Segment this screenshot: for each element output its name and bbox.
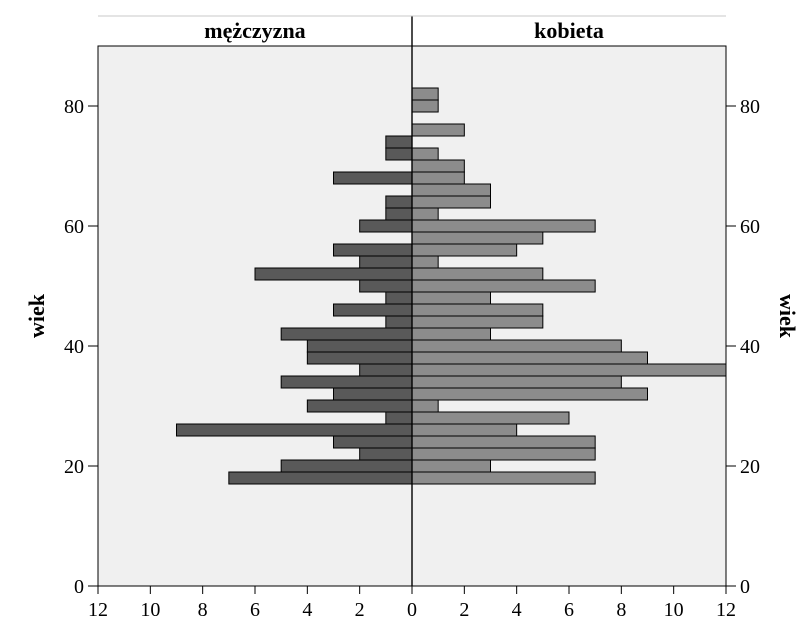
bar-female-age-66 xyxy=(411,183,491,197)
x-tick-label: 10 xyxy=(140,599,160,621)
bar-male-age-72 xyxy=(385,147,413,161)
panel-title-male: mężczyzna xyxy=(204,18,305,43)
bar-female-age-48 xyxy=(411,291,491,305)
bar-female-age-64 xyxy=(411,195,491,209)
x-tick-label: 6 xyxy=(250,599,260,621)
y-tick-label-left: 40 xyxy=(64,336,84,358)
bar-female-age-82 xyxy=(411,87,439,101)
y-tick-label-right: 80 xyxy=(740,96,760,118)
bar-male-age-56 xyxy=(333,243,413,257)
x-tick-label: 12 xyxy=(88,599,108,621)
x-tick-label: 6 xyxy=(564,599,574,621)
bar-female-age-34 xyxy=(411,375,622,389)
bar-female-age-58 xyxy=(411,231,544,245)
y-tick-label-right: 40 xyxy=(740,336,760,358)
bar-male-age-54 xyxy=(359,255,413,269)
bar-male-age-34 xyxy=(280,375,413,389)
y-tick-label-right: 60 xyxy=(740,216,760,238)
bar-male-age-64 xyxy=(385,195,413,209)
x-tick-label: 12 xyxy=(716,599,736,621)
bar-female-age-36 xyxy=(411,363,727,377)
bar-female-age-54 xyxy=(411,255,439,269)
bar-female-age-40 xyxy=(411,339,622,353)
bar-female-age-62 xyxy=(411,207,439,221)
x-tick-label: 4 xyxy=(302,599,312,621)
y-tick-label-left: 60 xyxy=(64,216,84,238)
bar-female-age-30 xyxy=(411,399,439,413)
bar-female-age-38 xyxy=(411,351,648,365)
bar-female-age-70 xyxy=(411,159,465,173)
bar-male-age-20 xyxy=(280,459,413,473)
bar-female-age-72 xyxy=(411,147,439,161)
bar-female-age-18 xyxy=(411,471,596,485)
y-tick-label-left: 0 xyxy=(74,576,84,598)
bar-female-age-80 xyxy=(411,99,439,113)
bar-female-age-50 xyxy=(411,279,596,293)
y-tick-label-left: 20 xyxy=(64,456,84,478)
bar-female-age-56 xyxy=(411,243,518,257)
bar-male-age-62 xyxy=(385,207,413,221)
bar-female-age-32 xyxy=(411,387,648,401)
x-tick-label: 8 xyxy=(616,599,626,621)
bar-male-age-68 xyxy=(333,171,413,185)
bar-female-age-24 xyxy=(411,435,596,449)
bar-female-age-26 xyxy=(411,423,518,437)
bar-male-age-60 xyxy=(359,219,413,233)
bar-male-age-74 xyxy=(385,135,413,149)
bar-male-age-52 xyxy=(254,267,413,281)
bar-male-age-48 xyxy=(385,291,413,305)
x-tick-label: 10 xyxy=(664,599,684,621)
bar-female-age-52 xyxy=(411,267,544,281)
bar-male-age-22 xyxy=(359,447,413,461)
bar-male-age-40 xyxy=(306,339,413,353)
bar-female-age-60 xyxy=(411,219,596,233)
bar-male-age-28 xyxy=(385,411,413,425)
bar-male-age-44 xyxy=(385,315,413,329)
y-tick-label-right: 0 xyxy=(740,576,750,598)
bar-male-age-38 xyxy=(306,351,413,365)
bar-female-age-42 xyxy=(411,327,491,341)
bar-female-age-20 xyxy=(411,459,491,473)
bar-female-age-44 xyxy=(411,315,544,329)
y-axis-ticks: 0 0 20 20 40 40 60 60 80 80 xyxy=(64,96,760,598)
bar-male-age-26 xyxy=(176,423,413,437)
bar-male-age-46 xyxy=(333,303,413,317)
bar-male-age-18 xyxy=(228,471,413,485)
bar-female-age-46 xyxy=(411,303,544,317)
x-tick-label: 8 xyxy=(198,599,208,621)
y-tick-label-left: 80 xyxy=(64,96,84,118)
x-tick-label: 0 xyxy=(407,599,417,621)
bar-male-age-32 xyxy=(333,387,413,401)
bar-female-age-76 xyxy=(411,123,465,137)
bars-female xyxy=(411,87,727,485)
x-tick-label: 2 xyxy=(459,599,469,621)
bar-male-age-50 xyxy=(359,279,413,293)
bar-female-age-68 xyxy=(411,171,465,185)
x-axis-ticks: 12 10 8 6 4 2 0 2 4 6 8 10 12 xyxy=(88,586,736,621)
y-axis-label-right: wiek xyxy=(775,294,800,339)
bar-male-age-42 xyxy=(280,327,413,341)
y-tick-label-right: 20 xyxy=(740,456,760,478)
x-tick-label: 4 xyxy=(512,599,522,621)
y-axis-label-left: wiek xyxy=(24,293,49,338)
bar-female-age-28 xyxy=(411,411,570,425)
panel-title-female: kobieta xyxy=(534,18,604,43)
bar-male-age-30 xyxy=(306,399,413,413)
bar-female-age-22 xyxy=(411,447,596,461)
x-tick-label: 2 xyxy=(355,599,365,621)
bar-male-age-24 xyxy=(333,435,413,449)
bar-male-age-36 xyxy=(359,363,413,377)
